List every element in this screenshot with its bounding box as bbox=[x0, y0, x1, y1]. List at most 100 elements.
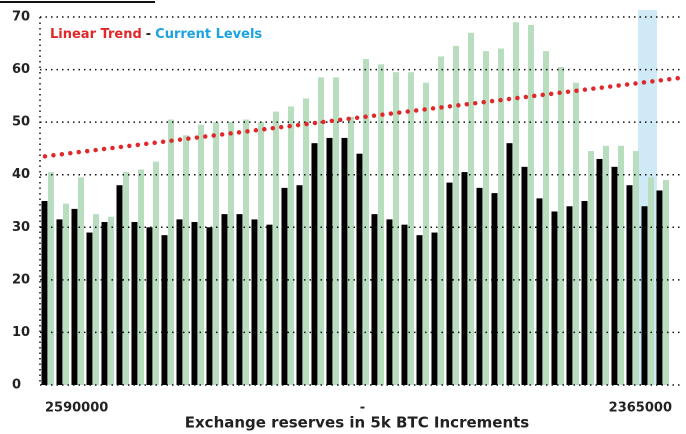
trend-line bbox=[42, 75, 686, 159]
y-tick-label: 70 bbox=[12, 10, 30, 25]
bar bbox=[191, 222, 198, 385]
bar bbox=[333, 77, 339, 385]
bar bbox=[371, 214, 378, 385]
y-tick-label: 10 bbox=[12, 325, 30, 340]
bar bbox=[41, 201, 48, 385]
y-tick-label: 60 bbox=[12, 62, 30, 77]
legend-trend: Linear Trend bbox=[50, 27, 142, 42]
bar bbox=[476, 187, 483, 385]
bar bbox=[386, 219, 393, 385]
bar bbox=[648, 177, 654, 385]
bar bbox=[468, 32, 474, 386]
bar bbox=[101, 222, 108, 385]
bar bbox=[498, 48, 504, 386]
bar bbox=[281, 187, 288, 385]
bar bbox=[341, 137, 348, 385]
bar bbox=[461, 172, 468, 385]
bar bbox=[138, 169, 144, 385]
bar bbox=[416, 235, 423, 385]
bar bbox=[108, 216, 114, 385]
legend: Linear Trend - Current Levels bbox=[50, 27, 262, 42]
x-tick-label: 2365000 bbox=[609, 401, 672, 416]
bar bbox=[78, 177, 84, 385]
bar bbox=[393, 72, 399, 385]
x-tick-label: 2590000 bbox=[45, 401, 108, 416]
bar bbox=[48, 172, 54, 385]
bar bbox=[221, 214, 228, 385]
x-tick-label: - bbox=[360, 401, 365, 416]
bar bbox=[588, 151, 594, 385]
bar bbox=[56, 219, 63, 385]
bar bbox=[168, 119, 174, 385]
bar bbox=[273, 111, 279, 385]
bar bbox=[656, 190, 663, 385]
bar bbox=[438, 56, 444, 386]
bar bbox=[543, 51, 549, 386]
bar bbox=[633, 151, 639, 385]
bar bbox=[551, 211, 558, 385]
bar bbox=[423, 82, 429, 385]
bar bbox=[641, 206, 648, 385]
bar bbox=[146, 227, 153, 385]
bar bbox=[288, 106, 294, 385]
bar bbox=[153, 161, 159, 385]
bar bbox=[71, 208, 78, 385]
bar bbox=[161, 235, 168, 385]
bar bbox=[378, 64, 384, 386]
bar bbox=[596, 158, 603, 385]
y-tick-label: 50 bbox=[12, 115, 30, 130]
bar bbox=[116, 185, 123, 385]
bar bbox=[86, 232, 93, 385]
bar bbox=[243, 119, 249, 385]
bar bbox=[236, 214, 243, 385]
bar bbox=[663, 179, 669, 385]
bar bbox=[206, 227, 213, 385]
bar bbox=[453, 45, 459, 386]
bar bbox=[573, 82, 579, 385]
bar bbox=[558, 66, 564, 385]
y-tick-label: 40 bbox=[12, 167, 30, 182]
bar bbox=[213, 122, 219, 386]
bar bbox=[566, 206, 573, 385]
bar bbox=[528, 24, 534, 386]
bar bbox=[626, 185, 633, 385]
bar bbox=[506, 143, 513, 385]
bar bbox=[356, 153, 363, 385]
bar bbox=[228, 122, 234, 386]
y-tick-label: 0 bbox=[12, 378, 21, 393]
bar bbox=[198, 124, 204, 386]
bar bbox=[303, 98, 309, 385]
legend-separator: - bbox=[146, 27, 151, 42]
bar bbox=[401, 224, 408, 385]
bar bbox=[63, 203, 69, 385]
bar bbox=[266, 224, 273, 385]
bar bbox=[611, 166, 618, 385]
bar bbox=[93, 214, 99, 385]
bar bbox=[183, 135, 189, 385]
bar bbox=[536, 198, 543, 385]
bar bbox=[446, 182, 453, 385]
bar bbox=[408, 72, 414, 385]
bar bbox=[311, 143, 318, 385]
y-tick-label: 20 bbox=[12, 272, 30, 287]
bar bbox=[131, 222, 138, 385]
bar bbox=[521, 166, 528, 385]
y-tick-label: 30 bbox=[12, 220, 30, 235]
bar bbox=[348, 116, 354, 385]
bar bbox=[123, 172, 129, 385]
bar bbox=[176, 219, 183, 385]
bar bbox=[251, 219, 258, 385]
bar bbox=[363, 59, 369, 386]
bar bbox=[483, 51, 489, 386]
bar bbox=[491, 193, 498, 385]
bar bbox=[296, 185, 303, 385]
bar bbox=[258, 122, 264, 386]
legend-current: Current Levels bbox=[155, 27, 262, 42]
bar bbox=[318, 77, 324, 385]
bar bbox=[603, 145, 609, 385]
x-axis-label: Exchange reserves in 5k BTC Increments bbox=[185, 414, 530, 432]
bar bbox=[326, 137, 333, 385]
bar bbox=[581, 201, 588, 385]
bar bbox=[618, 145, 624, 385]
